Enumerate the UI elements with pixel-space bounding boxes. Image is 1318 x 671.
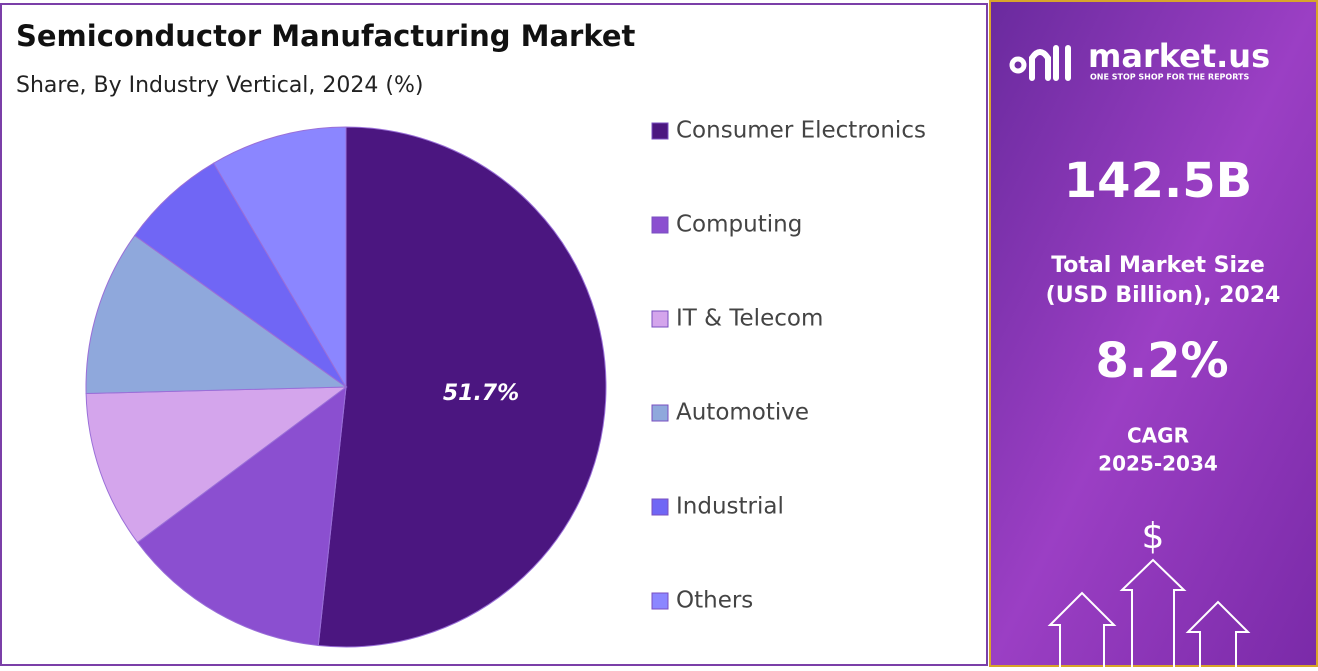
legend-swatch	[651, 122, 669, 140]
chart-title: Semiconductor Manufacturing Market	[16, 19, 636, 53]
cagr-label: 2025-2034	[1098, 452, 1218, 476]
legend-label: Automotive	[676, 400, 809, 426]
pie-slice	[317, 126, 607, 648]
pie-slice	[85, 386, 348, 544]
pie: 51.7%	[85, 126, 607, 648]
legend-swatch	[651, 404, 669, 422]
arrows	[1047, 558, 1251, 667]
chart-subtitle: Share, By Industry Vertical, 2024 (%)	[16, 73, 423, 98]
legend-swatch	[651, 592, 669, 610]
pie-slice	[85, 234, 348, 395]
market-size-label: (USD Billion), 2024	[1046, 283, 1281, 308]
logo	[1009, 45, 1071, 81]
legend-swatch	[651, 310, 669, 328]
tagline: ONE STOP SHOP FOR THE REPORTS	[1090, 73, 1249, 82]
legend-label: Industrial	[676, 494, 784, 520]
legend-label: Computing	[676, 212, 802, 238]
legend-swatch	[651, 498, 669, 516]
cagr-label: CAGR	[1127, 424, 1189, 448]
market-size: 142.5B	[1064, 153, 1252, 209]
market-size-label: Total Market Size	[1051, 253, 1265, 278]
pie-slice	[212, 126, 347, 389]
pie-slice	[134, 162, 347, 388]
brand: market.us	[1088, 37, 1270, 75]
dollar-icon: $	[1142, 516, 1165, 557]
legend-label: Others	[676, 588, 753, 614]
legend-swatch	[651, 216, 669, 234]
legend-label: Consumer Electronics	[676, 118, 926, 144]
legend: Consumer Electronics Computing IT & Teleco…	[651, 118, 926, 614]
cagr: 8.2%	[1095, 333, 1228, 389]
pie-slice	[136, 385, 347, 647]
side-panel	[989, 0, 1318, 667]
legend-label: IT & Telecom	[676, 306, 823, 332]
data-label: 51.7%	[443, 381, 519, 406]
